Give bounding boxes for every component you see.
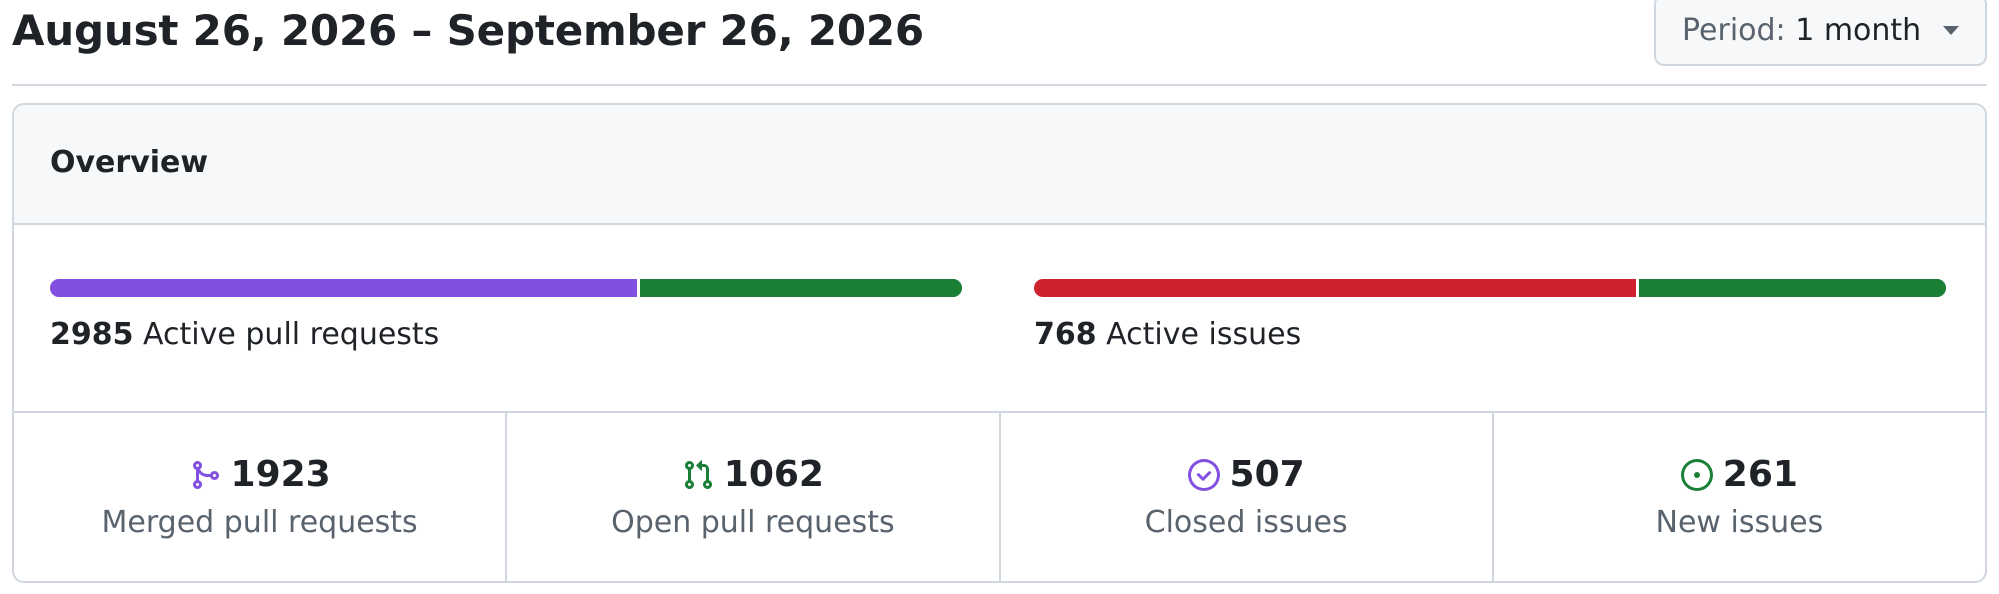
closed-issues-label: Closed issues — [1144, 505, 1348, 540]
active-pull-requests-text[interactable]: 2985 Active pull requests — [50, 315, 962, 355]
overview-stats: 1923 Merged pull requests 1062 Open pull… — [14, 413, 1985, 581]
new-issues-segment — [1635, 279, 1946, 297]
overview-header: Overview — [14, 105, 1985, 225]
pull-requests-summary: 2985 Active pull requests — [50, 279, 962, 355]
overview-summary: 2985 Active pull requests 768 Active iss… — [14, 225, 1985, 413]
stat-closed-issues[interactable]: 507 Closed issues — [1001, 413, 1494, 581]
page-header: August 26, 2026 – September 26, 2026 Per… — [12, 0, 1987, 86]
git-pull-request-icon — [682, 459, 714, 491]
issue-closed-icon — [1187, 459, 1220, 491]
closed-issues-segment — [1034, 279, 1636, 297]
period-value: 1 month — [1795, 12, 1922, 48]
pull-requests-progress-bar — [50, 279, 962, 297]
merged-pull-requests-label: Merged pull requests — [101, 505, 418, 540]
stat-new-issues[interactable]: 261 New issues — [1494, 413, 1985, 581]
stat-open-pull-requests[interactable]: 1062 Open pull requests — [507, 413, 1001, 581]
issues-progress-bar — [1034, 279, 1946, 297]
active-pull-requests-label: Active pull requests — [143, 317, 440, 352]
period-label: Period: — [1682, 12, 1786, 48]
period-dropdown-button[interactable]: Period: 1 month — [1654, 0, 1987, 66]
git-merge-icon — [189, 459, 221, 491]
open-pull-requests-segment — [637, 279, 962, 297]
active-pull-requests-count: 2985 — [50, 317, 134, 352]
new-issues-label: New issues — [1655, 505, 1824, 540]
issues-summary: 768 Active issues — [1034, 279, 1946, 355]
open-pull-requests-label: Open pull requests — [611, 505, 895, 540]
merged-pull-requests-segment — [50, 279, 638, 297]
page-title: August 26, 2026 – September 26, 2026 — [12, 6, 924, 55]
caret-down-icon — [1943, 26, 1959, 35]
open-pull-requests-count: 1062 — [723, 454, 824, 495]
closed-issues-count: 507 — [1229, 454, 1305, 495]
merged-pull-requests-count: 1923 — [230, 454, 331, 495]
stat-merged-pull-requests[interactable]: 1923 Merged pull requests — [14, 413, 508, 581]
issue-opened-icon — [1680, 459, 1713, 491]
active-issues-text[interactable]: 768 Active issues — [1034, 315, 1946, 355]
overview-title: Overview — [50, 145, 209, 180]
new-issues-count: 261 — [1722, 454, 1798, 495]
active-issues-count: 768 — [1034, 317, 1097, 352]
active-issues-label: Active issues — [1106, 317, 1302, 352]
overview-box: Overview 2985 Active pull requests 768 A… — [12, 103, 1987, 583]
